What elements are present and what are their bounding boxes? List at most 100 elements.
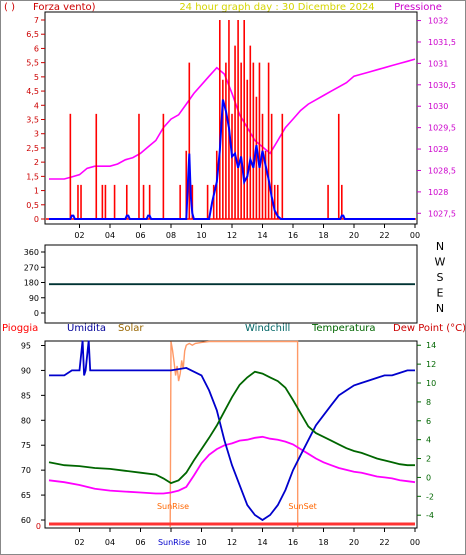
wind-x-tick-label: 22 (379, 231, 389, 240)
pressure-y-tick-label: 1028,5 (428, 166, 456, 175)
compass-letter: S (437, 271, 444, 284)
temperature-y-ticks: -4 -2 0 2 4 6 8 10 12 14 (417, 341, 436, 520)
legend-label: Solar (118, 323, 144, 334)
humidity-y-ticks: 60 65 70 75 80 85 90 95 0 (21, 341, 45, 531)
temperature-y-tick-label: 2 (426, 455, 431, 464)
wind-speed-line (49, 99, 415, 220)
compass-letter: N (436, 240, 444, 253)
pressure-y-tick-label: 1030,5 (428, 81, 456, 90)
wind-y-tick-label: 0 (34, 215, 39, 224)
pressure-y-tick-label: 1027,5 (428, 209, 456, 218)
humidity-y-tick-label: 75 (21, 441, 31, 450)
humidity-y-tick-label: 65 (21, 491, 31, 500)
pressure-y-tick-label: 1031,5 (428, 38, 456, 47)
wind-pressure-series (46, 20, 416, 220)
umidita-line (49, 340, 415, 522)
temperature-y-tick-label: 6 (426, 417, 431, 426)
pressure-y-tick-label: 1030 (428, 102, 448, 111)
sunset-label: SunSet (288, 502, 316, 511)
temp-x-tick-label: 14 (257, 538, 267, 547)
legend-label: Temperatura (311, 323, 376, 334)
temp-x-tick-label: 22 (379, 538, 389, 547)
sunrise-axis-label: SunRise (158, 538, 190, 547)
temperature-y-tick-label: 0 (426, 473, 431, 482)
pressure-y-tick-label: 1031 (428, 59, 448, 68)
wind-x-tick-label: 14 (257, 231, 267, 240)
temp-legend: Pioggia Umidita Solar Windchill Temperatura D… (2, 323, 466, 334)
wind-y-tick-label: 5 (34, 73, 39, 82)
direction-y-tick-label: 90 (29, 294, 39, 303)
wind-x-tick-label: 10 (196, 231, 206, 240)
temp-plot-area (44, 340, 418, 529)
direction-y-tick-label: 360 (24, 248, 39, 257)
wind-plot-area (44, 11, 418, 225)
wind-y-tick-label: 1 (34, 187, 39, 196)
wind-y-tick-label: 2 (34, 158, 39, 167)
temp-x-tick-label: 18 (318, 538, 328, 547)
humidity-y-tick-label: 80 (21, 416, 31, 425)
wind-x-tick-label: 06 (135, 231, 145, 240)
legend-label: Umidita (67, 323, 106, 334)
temperature-y-tick-label: 4 (426, 436, 431, 445)
legend-label: Dew Point (°C) (393, 323, 466, 334)
pressure-line (49, 58, 416, 180)
wind-y-tick-label: 0,5 (26, 201, 39, 210)
humidity-y-tick-label: 85 (21, 391, 31, 400)
wind-y-tick-label: 6 (34, 44, 39, 53)
wind-chart-title: 24 hour graph day : 30 Dicembre 2024 (179, 2, 374, 13)
direction-y-tick-label: 270 (24, 263, 39, 272)
temperatura-line (48, 370, 415, 485)
wind-y-ticks: 0 0,5 1 1,5 2 2,5 3 3,5 4 4,5 5 5,5 6 6,5 7 (26, 16, 45, 224)
humidity-y-tick-label: 95 (21, 341, 31, 350)
wind-x-tick-label: 04 (105, 231, 115, 240)
humidity-y-tick-label: 60 (21, 516, 31, 525)
wind-y-tick-label: 4,5 (26, 87, 39, 96)
temp-x-ticks: 02 04 06 10 12 14 16 18 20 22 00 (74, 528, 420, 547)
temp-humidity-panel: Pioggia Umidita Solar Windchill Temperatura D… (2, 323, 466, 547)
wind-y-tick-label: 3,5 (26, 116, 39, 125)
pressure-y-tick-label: 1029 (428, 145, 448, 154)
wind-left-label: Forza vento) (33, 2, 96, 13)
wind-y-tick-label: 7 (34, 16, 39, 25)
pressure-y-tick-label: 1028 (428, 188, 448, 197)
direction-y-tick-label: 0 (34, 309, 39, 318)
pressure-axis-label: Pressione (394, 2, 442, 13)
pressure-y-ticks: 1027,5 1028 1028,5 1029 1029,5 1030 1030,5 1031… (417, 17, 456, 218)
wind-y-tick-label: 1,5 (26, 172, 39, 181)
humidity-y-tick-label: 70 (21, 466, 31, 475)
temp-series (48, 340, 416, 528)
temperature-y-tick-label: -4 (426, 511, 434, 520)
wind-x-tick-label: 18 (318, 231, 328, 240)
humidity-y-tick-label: 90 (21, 366, 31, 375)
temp-x-tick-label: 12 (227, 538, 237, 547)
temp-x-tick-label: 02 (74, 538, 84, 547)
wind-x-tick-label: 00 (410, 231, 420, 240)
temperature-y-tick-label: 14 (426, 341, 436, 350)
wind-x-tick-label: 20 (349, 231, 359, 240)
compass-letter: N (436, 302, 444, 315)
temp-x-tick-label: 06 (135, 538, 145, 547)
wind-y-tick-label: 4 (34, 101, 39, 110)
temperature-y-tick-label: 8 (426, 398, 431, 407)
wind-x-tick-label: 12 (227, 231, 237, 240)
rain-zero-label: 0 (36, 522, 41, 531)
wind-left-label-prefix: ( ) (4, 2, 15, 13)
temp-x-tick-label: 00 (410, 538, 420, 547)
wind-x-tick-label: 08 (166, 231, 176, 240)
temperature-y-tick-label: -2 (426, 492, 434, 501)
compass-letter: W (435, 256, 446, 269)
temperature-y-tick-label: 12 (426, 360, 436, 369)
legend-label: Pioggia (2, 323, 38, 334)
sunrise-label: SunRise (157, 502, 189, 511)
wind-y-tick-label: 6,5 (26, 30, 39, 39)
direction-y-tick-label: 180 (24, 279, 39, 288)
dew-point-line (48, 435, 416, 495)
direction-y-ticks: 360 270 180 90 0 (24, 248, 45, 318)
temp-x-tick-label: 20 (349, 538, 359, 547)
pressure-y-tick-label: 1032 (428, 17, 448, 26)
temp-x-tick-label: 04 (105, 538, 115, 547)
compass-letter: E (437, 287, 444, 300)
